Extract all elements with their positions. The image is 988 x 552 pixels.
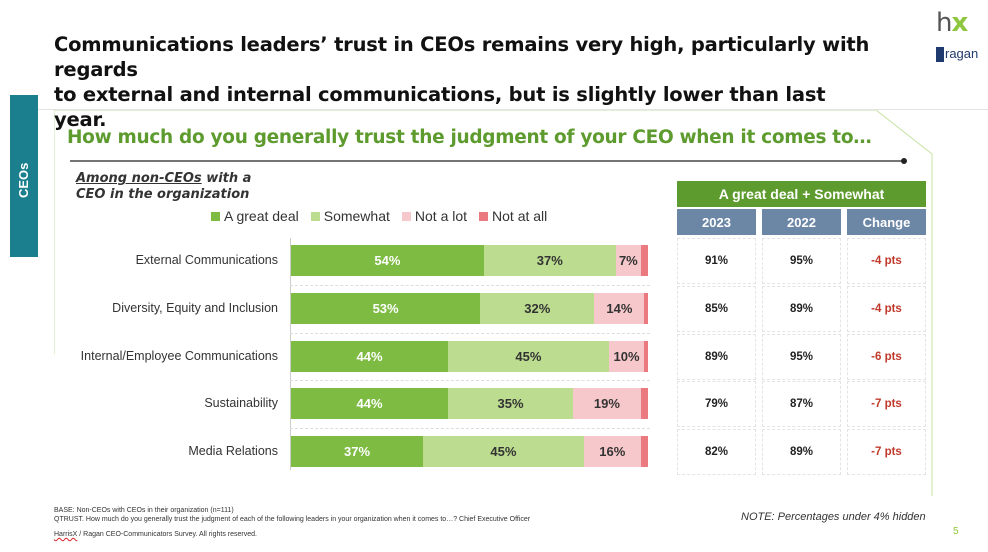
bar-value-label: 19% bbox=[593, 396, 620, 411]
bar-value-label: 32% bbox=[524, 301, 551, 316]
bar-segment: 32% bbox=[480, 293, 595, 324]
title-line-2: to external and internal communications,… bbox=[54, 83, 826, 131]
bar-value-label: 45% bbox=[515, 349, 542, 364]
table-cell: 79% bbox=[677, 381, 756, 427]
table-cell: 95% bbox=[762, 238, 841, 284]
bar-segment: 44% bbox=[291, 341, 449, 372]
bar-segment bbox=[640, 436, 648, 467]
title-line-1: Communications leaders’ trust in CEOs re… bbox=[54, 33, 870, 81]
bar-value-label: 44% bbox=[356, 396, 383, 411]
legend-item: A great deal bbox=[211, 208, 299, 224]
chart-subgroup: Among non-CEOs with a CEO in the organiz… bbox=[76, 171, 251, 203]
table-cell: -7 pts bbox=[847, 381, 926, 427]
legend-label: A great deal bbox=[224, 208, 299, 224]
bar-segment: 7% bbox=[615, 245, 641, 276]
category-label: Internal/Employee Communications bbox=[80, 349, 278, 363]
subgroup-line-2: CEO in the organization bbox=[76, 187, 250, 202]
legend-swatch bbox=[310, 211, 320, 221]
bar-segment: 35% bbox=[448, 388, 574, 419]
row-separator bbox=[290, 285, 650, 286]
bar-segment: 14% bbox=[594, 293, 645, 324]
footnote-base: BASE: Non-CEOs with CEOs in their organi… bbox=[54, 507, 234, 514]
category-label: Media Relations bbox=[188, 444, 278, 458]
bar-value-label: 53% bbox=[372, 301, 399, 316]
bar-segment bbox=[644, 293, 648, 324]
table-cell: 85% bbox=[677, 286, 756, 332]
bar-segment: 37% bbox=[291, 436, 424, 467]
bar-segment: 44% bbox=[291, 388, 449, 419]
percentage-note: NOTE: Percentages under 4% hidden bbox=[741, 511, 926, 523]
subgroup-rest: with a bbox=[201, 171, 252, 186]
table-cell: -4 pts bbox=[847, 286, 926, 332]
legend-label: Not at all bbox=[492, 208, 548, 224]
table-cell: 89% bbox=[762, 286, 841, 332]
bar-segment: 37% bbox=[483, 245, 616, 276]
bar-value-label: 14% bbox=[606, 301, 633, 316]
table-column-header: Change bbox=[847, 209, 926, 235]
row-separator bbox=[290, 428, 650, 429]
bar-value-label: 45% bbox=[490, 444, 517, 459]
legend-swatch bbox=[479, 211, 489, 221]
bar-segment: 53% bbox=[291, 293, 481, 324]
table-column-header: 2022 bbox=[762, 209, 841, 235]
legend-swatch bbox=[401, 211, 411, 221]
table-cell: -6 pts bbox=[847, 334, 926, 380]
table-cell: 82% bbox=[677, 429, 756, 475]
table-column-header: 2023 bbox=[677, 209, 756, 235]
bar-segment: 16% bbox=[583, 436, 641, 467]
bar-segment bbox=[644, 341, 648, 372]
chart-frame bbox=[54, 110, 933, 496]
table-cell: 89% bbox=[677, 334, 756, 380]
table-cell: -4 pts bbox=[847, 238, 926, 284]
bar-value-label: 44% bbox=[356, 349, 383, 364]
harrisx-logo: hx bbox=[936, 8, 968, 38]
copyright-brand: HarrisX bbox=[54, 531, 78, 538]
ragan-logo-text: ragan bbox=[945, 46, 979, 61]
table-cell: 87% bbox=[762, 381, 841, 427]
bar-value-label: 37% bbox=[344, 444, 371, 459]
chart-legend: A great deal Somewhat Not a lot Not at all bbox=[211, 208, 559, 224]
section-tab bbox=[10, 95, 38, 257]
footnote-question: QTRUST. How much do you generally trust … bbox=[54, 516, 531, 523]
bar-segment bbox=[640, 245, 648, 276]
category-label: Sustainability bbox=[204, 396, 278, 410]
bar-segment: 45% bbox=[448, 341, 609, 372]
chart-title: How much do you generally trust the judg… bbox=[67, 127, 872, 148]
legend-item: Not at all bbox=[479, 208, 547, 224]
bar-segment: 10% bbox=[608, 341, 645, 372]
copyright-text: / Ragan CEO-Communicators Survey. All ri… bbox=[77, 531, 257, 538]
table-cell: -7 pts bbox=[847, 429, 926, 475]
bar-segment: 45% bbox=[423, 436, 584, 467]
legend-item: Not a lot bbox=[401, 208, 468, 224]
section-tab-label: CEOs bbox=[16, 162, 31, 198]
bar-value-label: 16% bbox=[599, 444, 626, 459]
row-separator bbox=[290, 333, 650, 334]
bar-value-label: 10% bbox=[613, 349, 640, 364]
category-label: Diversity, Equity and Inclusion bbox=[112, 301, 278, 315]
bar-segment: 19% bbox=[573, 388, 641, 419]
bar-value-label: 54% bbox=[374, 253, 401, 268]
row-separator bbox=[290, 380, 650, 381]
subgroup-underlined: Among non-CEOs bbox=[76, 171, 202, 186]
ragan-logo: ragan bbox=[936, 46, 979, 63]
bar-value-label: 35% bbox=[497, 396, 524, 411]
bar-value-label: 7% bbox=[618, 253, 638, 268]
legend-item: Somewhat bbox=[310, 208, 390, 224]
category-label: External Communications bbox=[135, 253, 278, 267]
table-cell: 91% bbox=[677, 238, 756, 284]
bar-segment: 54% bbox=[291, 245, 484, 276]
copyright: HarrisX / Ragan CEO-Communicators Survey… bbox=[54, 531, 257, 538]
legend-label: Not a lot bbox=[414, 208, 468, 224]
legend-label: Somewhat bbox=[323, 208, 390, 224]
table-header: A great deal + Somewhat bbox=[677, 181, 926, 207]
legend-swatch bbox=[211, 211, 220, 221]
table-cell: 89% bbox=[762, 429, 841, 475]
bar-segment bbox=[640, 388, 648, 419]
table-cell: 95% bbox=[762, 334, 841, 380]
category-axis bbox=[290, 238, 291, 470]
page-number: 5 bbox=[953, 526, 959, 537]
slide-title: Communications leaders’ trust in CEOs re… bbox=[54, 32, 884, 132]
bar-value-label: 37% bbox=[536, 253, 563, 268]
